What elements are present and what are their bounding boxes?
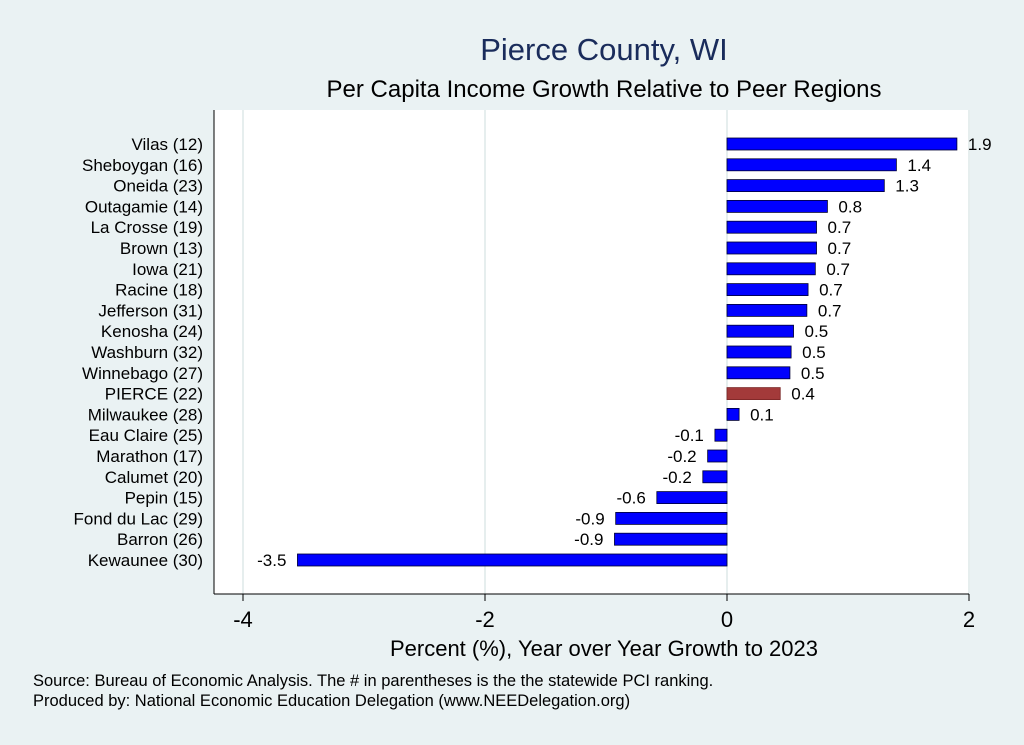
category-label: Jefferson (31) bbox=[98, 301, 203, 320]
bar bbox=[726, 158, 897, 172]
value-label: 0.1 bbox=[750, 405, 774, 424]
bar bbox=[726, 199, 828, 213]
value-label: -3.5 bbox=[257, 551, 286, 570]
value-labels: 1.91.41.30.80.70.70.70.70.70.50.50.50.40… bbox=[257, 135, 991, 570]
category-label: Kewaunee (30) bbox=[88, 551, 203, 570]
bar bbox=[726, 220, 817, 234]
value-label: 0.5 bbox=[802, 343, 826, 362]
x-ticks: -4 -2 0 2 bbox=[233, 594, 975, 632]
x-tick-label: -2 bbox=[475, 607, 495, 632]
value-label: 0.7 bbox=[826, 260, 850, 279]
value-label: -0.6 bbox=[617, 489, 646, 508]
bar bbox=[615, 512, 728, 525]
category-label: Vilas (12) bbox=[132, 135, 204, 154]
category-label: Pepin (15) bbox=[125, 489, 203, 508]
value-label: 0.5 bbox=[805, 322, 829, 341]
x-axis-label: Percent (%), Year over Year Growth to 20… bbox=[390, 636, 818, 661]
category-label: Calumet (20) bbox=[105, 468, 203, 487]
bar-highlight bbox=[726, 387, 781, 401]
chart-title: Pierce County, WI bbox=[480, 32, 728, 67]
bar bbox=[297, 553, 728, 567]
category-label: Kenosha (24) bbox=[101, 322, 203, 341]
bar bbox=[726, 345, 792, 359]
category-label: Outagamie (14) bbox=[85, 197, 203, 216]
category-label: Brown (13) bbox=[120, 239, 203, 258]
bar bbox=[726, 241, 817, 255]
category-label: Marathon (17) bbox=[96, 447, 203, 466]
category-label: Washburn (32) bbox=[91, 343, 203, 362]
bar bbox=[726, 324, 794, 338]
category-label: Iowa (21) bbox=[132, 260, 203, 279]
category-label: Milwaukee (28) bbox=[88, 405, 203, 424]
source-note: Source: Bureau of Economic Analysis. The… bbox=[33, 672, 714, 690]
value-label: 0.7 bbox=[819, 281, 843, 300]
value-label: 0.7 bbox=[828, 218, 852, 237]
bar bbox=[726, 407, 740, 421]
value-label: 1.4 bbox=[907, 156, 931, 175]
value-label: 0.4 bbox=[791, 385, 815, 404]
bar bbox=[614, 532, 728, 546]
category-label: La Crosse (19) bbox=[91, 218, 203, 237]
value-label: -0.2 bbox=[667, 447, 696, 466]
bar bbox=[726, 366, 791, 380]
x-tick-label: 2 bbox=[963, 607, 975, 632]
x-tick-label: 0 bbox=[721, 607, 733, 632]
value-label: -0.2 bbox=[663, 468, 692, 487]
category-label: Sheboygan (16) bbox=[82, 156, 203, 175]
value-label: 1.3 bbox=[895, 177, 919, 196]
value-label: 0.7 bbox=[818, 301, 842, 320]
bar bbox=[726, 179, 885, 193]
category-label: PIERCE (22) bbox=[105, 385, 203, 404]
produced-note: Produced by: National Economic Education… bbox=[33, 692, 631, 710]
bar bbox=[726, 283, 809, 297]
value-label: 0.5 bbox=[801, 364, 825, 383]
chart-subtitle: Per Capita Income Growth Relative to Pee… bbox=[327, 76, 882, 103]
bars bbox=[297, 137, 958, 567]
bar bbox=[726, 303, 808, 317]
category-label: Fond du Lac (29) bbox=[74, 509, 203, 528]
bar bbox=[656, 491, 728, 505]
category-label: Winnebago (27) bbox=[82, 364, 203, 383]
value-label: 0.7 bbox=[828, 239, 852, 258]
bar bbox=[702, 470, 728, 484]
value-label: 1.9 bbox=[968, 135, 992, 154]
category-label: Racine (18) bbox=[115, 281, 203, 300]
value-label: -0.1 bbox=[675, 426, 704, 445]
value-label: -0.9 bbox=[574, 530, 603, 549]
category-label: Eau Claire (25) bbox=[89, 426, 203, 445]
category-labels: Vilas (12) Sheboygan (16) Oneida (23)Outag… bbox=[74, 135, 203, 570]
value-label: 0.8 bbox=[838, 197, 862, 216]
category-label: Barron (26) bbox=[117, 530, 203, 549]
category-label: Oneida (23) bbox=[113, 177, 203, 196]
bar bbox=[707, 449, 728, 463]
bar bbox=[726, 137, 958, 151]
bar bbox=[726, 262, 816, 276]
x-tick-label: -4 bbox=[233, 607, 253, 632]
value-label: -0.9 bbox=[575, 509, 604, 528]
bar bbox=[714, 428, 728, 442]
